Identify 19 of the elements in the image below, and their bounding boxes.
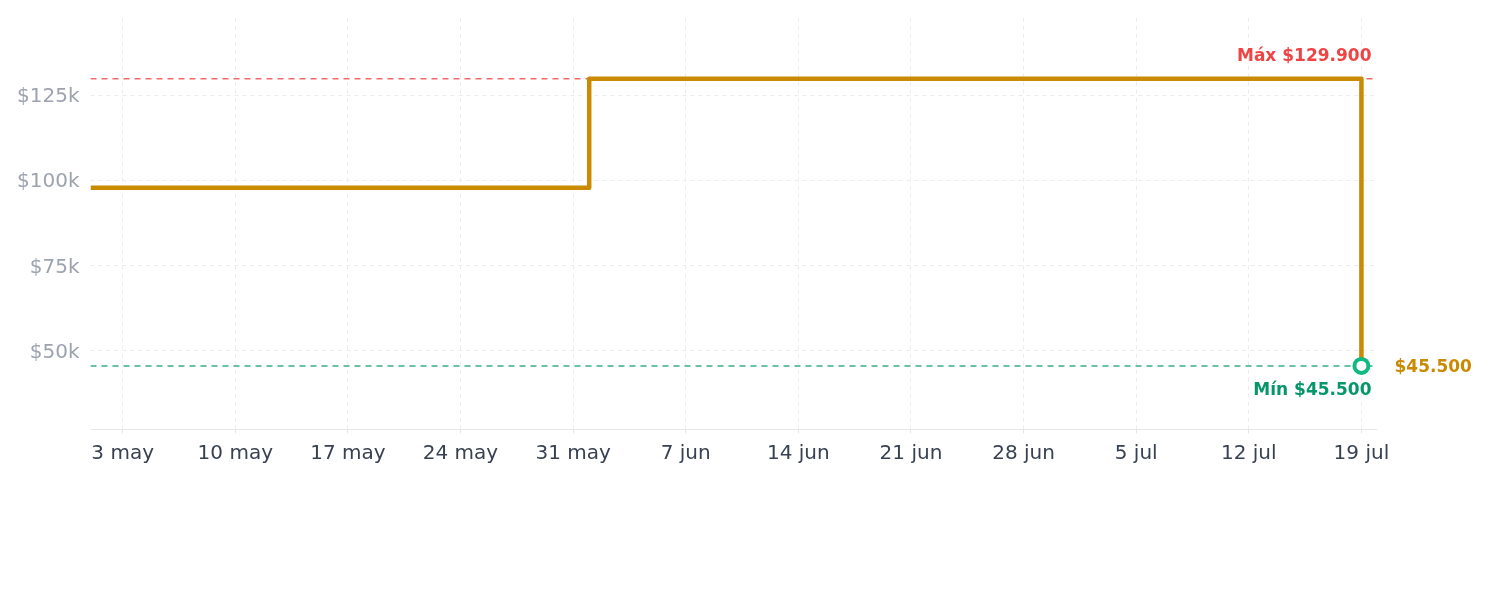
x-tick-label: 24 may: [422, 439, 499, 464]
x-tick-label: 19 jul: [1333, 439, 1390, 464]
x-tick-label: 21 jun: [879, 439, 943, 464]
annotation: $45.500: [1394, 355, 1473, 376]
y-tick-label: $100k: [17, 168, 80, 193]
x-tick-label: 14 jun: [766, 439, 830, 464]
y-tick-label: $125k: [17, 83, 80, 108]
x-tick-label: 3 may: [91, 439, 155, 464]
ref-line-label: Mín $45.500: [1253, 378, 1372, 399]
x-tick-label: 5 jul: [1114, 439, 1158, 464]
x-tick-label: 7 jun: [660, 439, 711, 464]
x-tick-label: 31 may: [535, 439, 611, 464]
ref-line-label: Máx $129.900: [1236, 44, 1372, 65]
x-tick-label: 10 may: [197, 439, 274, 464]
y-tick-label: $50k: [29, 338, 80, 363]
y-tick-label: $75k: [29, 253, 80, 278]
x-tick-label: 12 jul: [1221, 439, 1277, 464]
x-tick-label: 28 jun: [992, 439, 1055, 464]
x-tick-label: 17 may: [310, 439, 386, 464]
